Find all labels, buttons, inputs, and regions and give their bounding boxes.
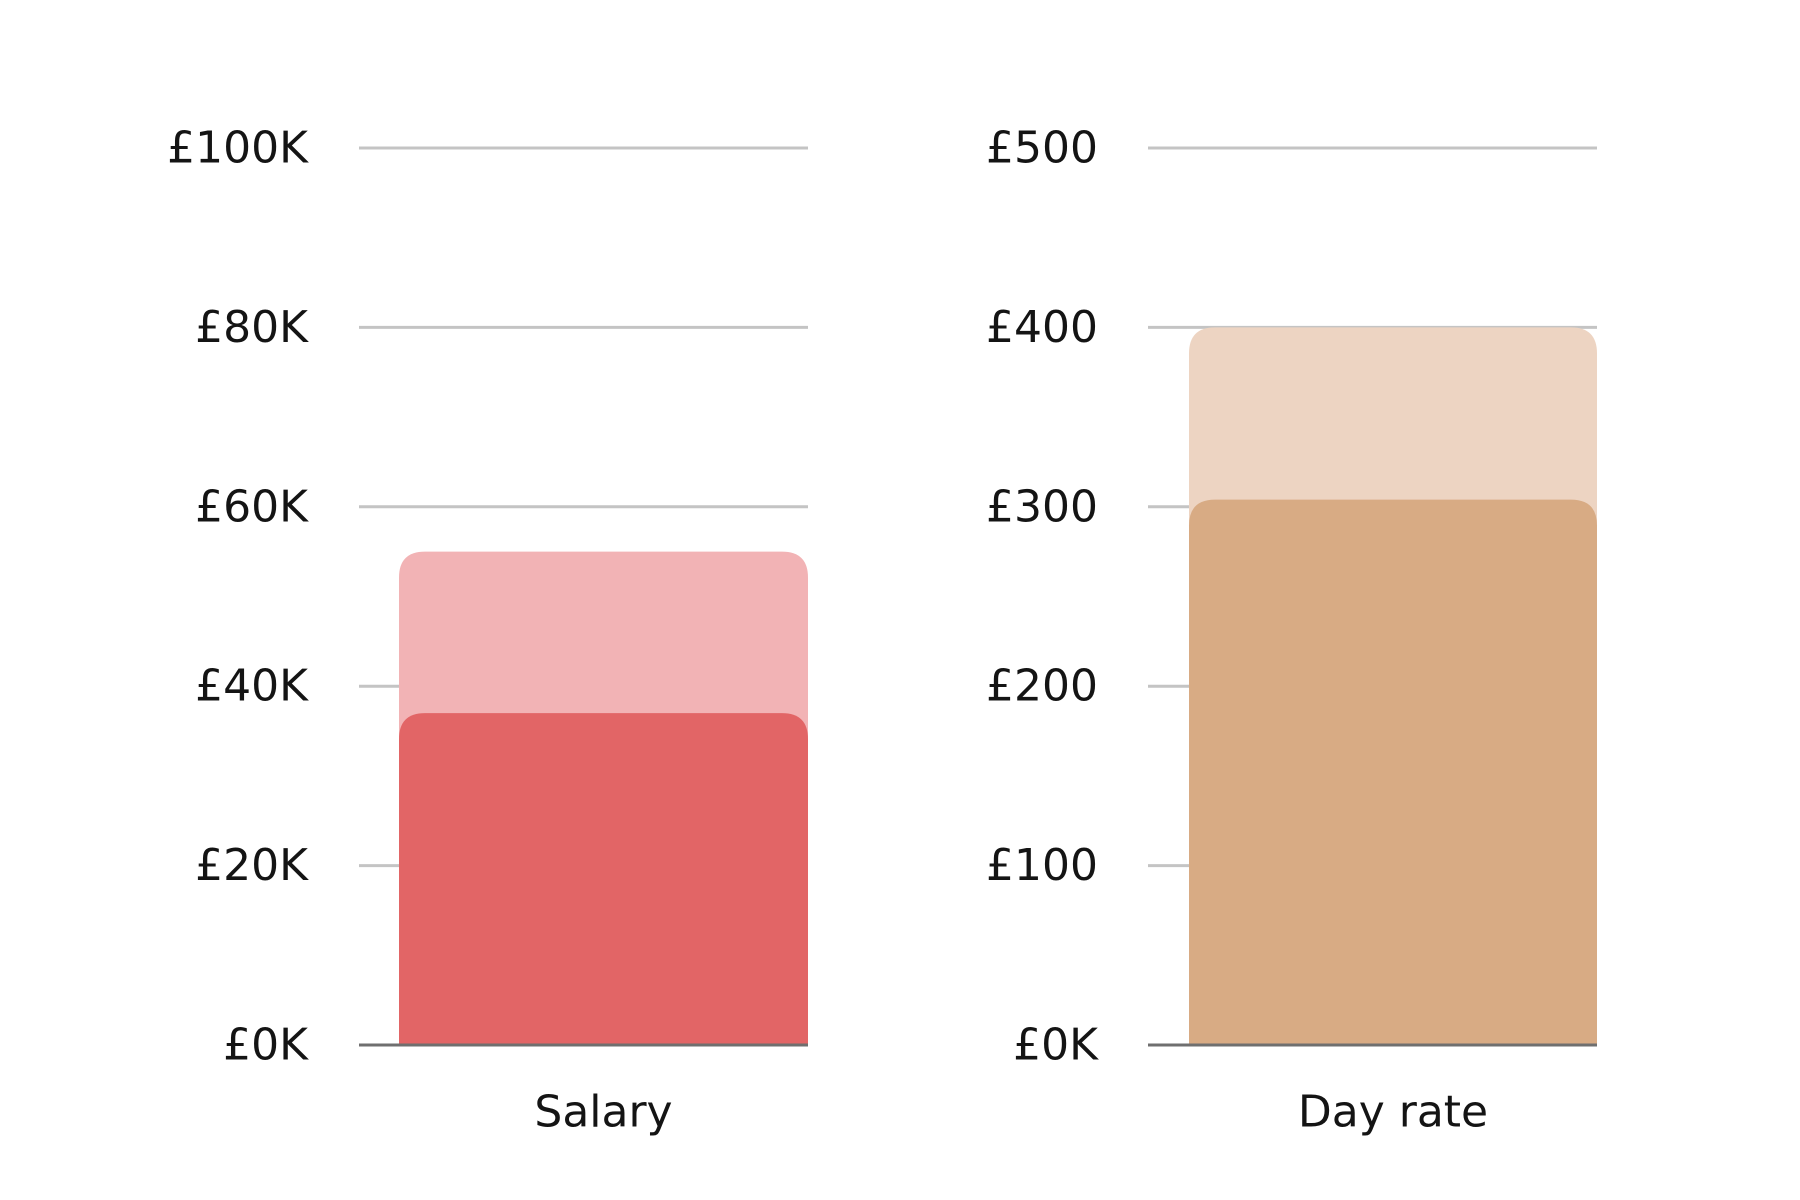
- y-tick-label: £0K: [223, 1020, 309, 1071]
- y-tick-label: £100: [986, 840, 1098, 891]
- y-tick-label: £100K: [167, 123, 309, 174]
- x-category-label: Salary: [534, 1087, 672, 1138]
- y-tick-label: £500: [986, 123, 1098, 174]
- y-tick-label: £300: [986, 481, 1098, 532]
- y-tick-label: £0K: [1013, 1020, 1099, 1071]
- y-tick-label: £80K: [195, 302, 309, 353]
- y-tick-label: £60K: [195, 481, 309, 532]
- chart-panel-1: £0K £20K £40K £60K £80K £100K Salary: [167, 123, 808, 1138]
- chart-panel-2: £0K £100 £200 £300 £400 £500 Day rate: [986, 123, 1597, 1138]
- x-category-label: Day rate: [1298, 1087, 1488, 1138]
- bar-front: [1189, 499, 1597, 1045]
- y-tick-label: £200: [986, 661, 1098, 712]
- y-tick-label: £400: [986, 302, 1098, 353]
- y-tick-label: £20K: [195, 840, 309, 891]
- bar-front: [399, 713, 808, 1045]
- y-tick-label: £40K: [195, 661, 309, 712]
